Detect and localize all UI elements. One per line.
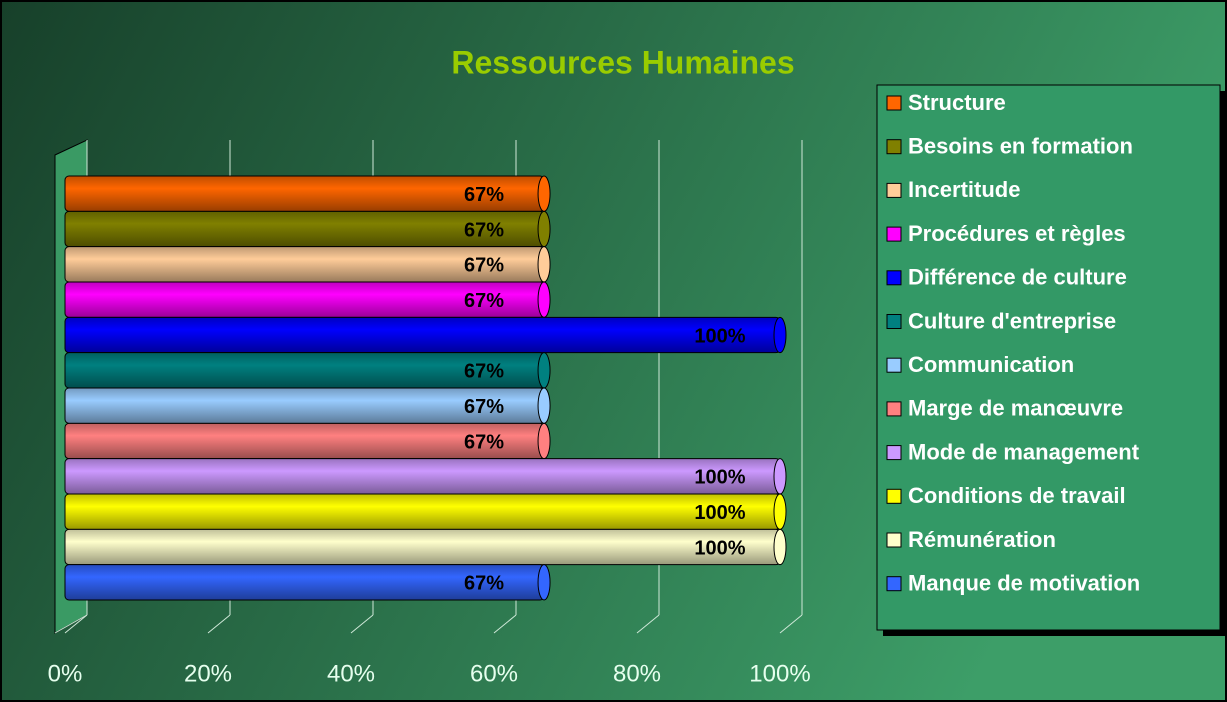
value-label: 67% [464, 431, 504, 453]
legend-label: Communication [908, 352, 1074, 377]
legend-swatch [886, 270, 902, 286]
bar-cap [773, 458, 787, 495]
value-label: 100% [694, 467, 745, 489]
x-tick-label: 100% [749, 660, 810, 687]
floor-line [350, 614, 374, 634]
bar-cap [537, 281, 551, 318]
x-tick-label: 0% [48, 660, 83, 687]
x-tick-label: 40% [327, 660, 375, 687]
bar-cap [537, 387, 551, 424]
bar [64, 528, 781, 566]
value-label: 67% [464, 219, 504, 241]
legend-label: Incertitude [908, 177, 1020, 202]
legend-swatch [886, 532, 902, 548]
legend-swatch [886, 576, 902, 592]
bar-cap [537, 210, 551, 248]
legend-swatch [886, 445, 902, 461]
bar-cap [773, 493, 787, 530]
bar-cap [773, 528, 787, 566]
legend-label: Rémunération [908, 527, 1056, 552]
legend-label: Procédures et règles [908, 221, 1126, 246]
floor-line [779, 614, 803, 634]
legend [876, 84, 1221, 631]
value-label: 67% [464, 396, 504, 418]
value-label: 67% [464, 255, 504, 277]
bar-cap [537, 422, 551, 460]
floor-edge [54, 614, 88, 634]
bar-cap [537, 564, 551, 601]
floor-line [64, 614, 88, 634]
value-label: 67% [464, 184, 504, 206]
bar [64, 458, 781, 495]
value-label: 100% [694, 537, 745, 559]
floor-line [207, 614, 231, 634]
legend-label: Manque de motivation [908, 571, 1140, 596]
bar-cap [537, 352, 551, 389]
bar-cap [537, 246, 551, 283]
bar [64, 493, 781, 530]
legend-swatch [886, 139, 902, 155]
legend-swatch [886, 488, 902, 504]
bar-cap [537, 175, 551, 212]
legend-label: Marge de manœuvre [908, 396, 1123, 421]
x-tick-label: 20% [184, 660, 232, 687]
legend-label: Besoins en formation [908, 134, 1133, 159]
legend-label: Mode de management [908, 439, 1140, 464]
legend-swatch [886, 357, 902, 373]
floor-line [636, 614, 660, 634]
value-label: 67% [464, 573, 504, 595]
legend-swatch [886, 182, 902, 198]
legend-swatch [886, 226, 902, 242]
value-label: 67% [464, 290, 504, 312]
x-tick-label: 60% [470, 660, 518, 687]
legend-label: Différence de culture [908, 265, 1127, 290]
chart-title: Ressources Humaines [451, 44, 794, 80]
legend-swatch [886, 314, 902, 329]
legend-swatch [886, 401, 902, 417]
legend-label: Culture d'entreprise [908, 308, 1116, 333]
floor-line [493, 614, 517, 634]
value-label: 100% [694, 502, 745, 524]
x-tick-label: 80% [613, 660, 661, 687]
legend-label: Conditions de travail [908, 483, 1126, 508]
bar-cap [773, 316, 787, 354]
value-label: 100% [694, 325, 745, 347]
bar [64, 316, 781, 354]
legend-label: Structure [908, 90, 1006, 115]
value-label: 67% [464, 361, 504, 383]
legend-swatch [886, 95, 902, 111]
